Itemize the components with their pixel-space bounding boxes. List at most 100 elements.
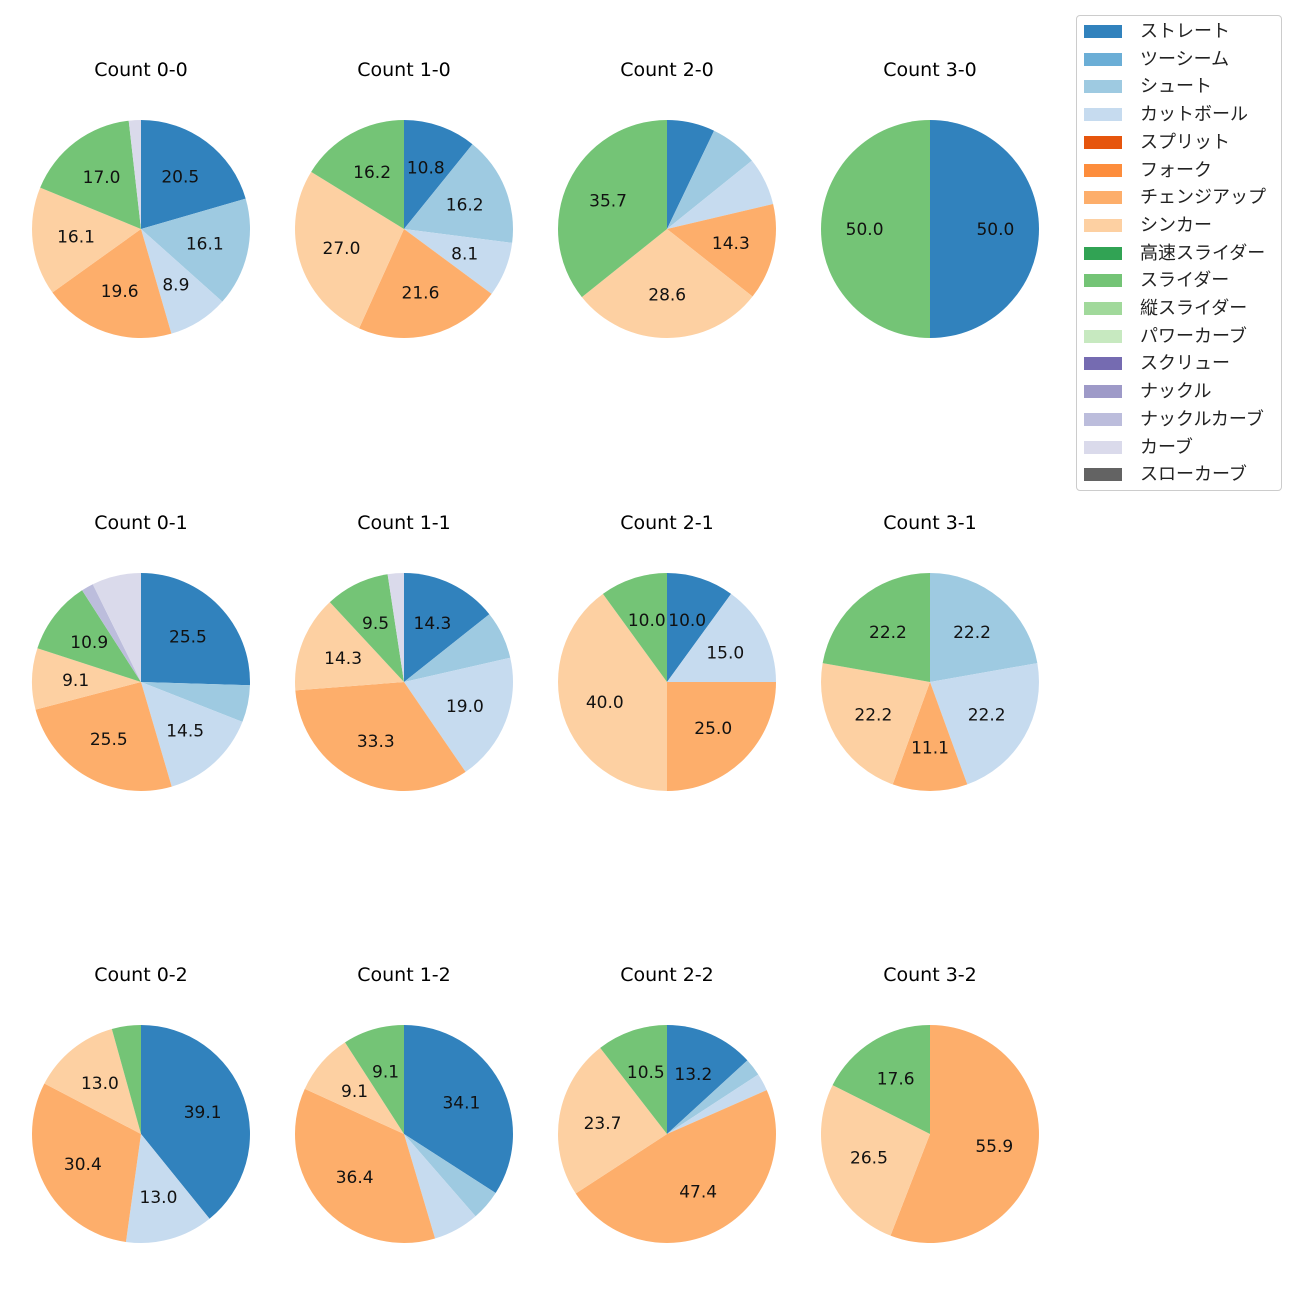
- legend-swatch: [1084, 163, 1122, 177]
- slice-label: 35.7: [589, 192, 627, 212]
- pie-slice: [404, 144, 514, 243]
- pie-slice: [930, 120, 1039, 338]
- slice-label: 9.5: [362, 614, 389, 634]
- slice-label: 10.9: [70, 633, 108, 653]
- pie-slice: [602, 573, 667, 682]
- slice-label: 26.5: [850, 1149, 888, 1169]
- legend-label: カットボール: [1140, 104, 1248, 126]
- slice-label: 9.1: [62, 671, 89, 691]
- slice-label: 27.0: [323, 239, 361, 259]
- slice-label: 13.0: [140, 1188, 178, 1208]
- slice-label: 16.1: [57, 228, 95, 248]
- pie-slice: [667, 204, 776, 297]
- slice-label: 25.0: [694, 719, 732, 739]
- legend-label: スライダー: [1140, 270, 1230, 292]
- pie-title: Count 2-1: [620, 512, 714, 534]
- slice-label: 17.0: [83, 168, 121, 188]
- slice-label: 39.1: [184, 1103, 222, 1123]
- legend-swatch: [1084, 135, 1122, 149]
- pie-chart: Count 2-2 13.2 47.4 23.7 10.5: [557, 964, 777, 1244]
- legend-item: チェンジアップ: [1077, 186, 1281, 210]
- legend-label: シュート: [1140, 76, 1212, 98]
- slice-label: 14.3: [712, 234, 750, 254]
- slice-label: 8.9: [162, 275, 189, 295]
- pie-slice: [141, 1025, 250, 1219]
- legend-item: スローカーブ: [1077, 463, 1281, 487]
- pie-slice: [667, 1025, 748, 1134]
- legend-swatch: [1084, 52, 1122, 66]
- legend-swatch: [1084, 218, 1122, 232]
- slice-label: 15.0: [706, 643, 744, 663]
- pie-slice: [581, 229, 753, 339]
- legend-label: チェンジアップ: [1140, 187, 1266, 209]
- pie-slice: [557, 119, 667, 298]
- pie-slice: [667, 130, 752, 229]
- slice-label: 16.1: [186, 234, 224, 254]
- pie-slice: [575, 1090, 777, 1244]
- slice-label: 55.9: [975, 1137, 1013, 1157]
- legend-label: ナックルカーブ: [1140, 408, 1264, 430]
- pie-title: Count 0-0: [94, 59, 188, 81]
- pie-chart: Count 1-010.816.28.121.627.016.2: [294, 59, 514, 339]
- slice-label: 9.1: [341, 1082, 368, 1102]
- legend-swatch: [1084, 246, 1122, 260]
- legend: ストレート ツーシーム シュート カットボール スプリット フォーク チェンジアップ シンカー…: [1076, 15, 1282, 491]
- legend-label: スローカーブ: [1140, 464, 1247, 486]
- pie-slice: [31, 1083, 142, 1242]
- pie-slice: [387, 573, 404, 682]
- pie-slice: [304, 1042, 404, 1134]
- legend-item: ナックル: [1077, 380, 1281, 404]
- pie-slice: [128, 120, 141, 229]
- legend-item: スライダー: [1077, 269, 1281, 293]
- pie-slice: [820, 1085, 930, 1236]
- slice-label: 34.1: [442, 1094, 480, 1114]
- pie-slice: [930, 663, 1039, 785]
- pie-slice: [141, 682, 243, 787]
- pie-title: Count 0-1: [94, 512, 188, 534]
- pie-title: Count 3-2: [883, 964, 977, 986]
- slice-label: 30.4: [64, 1155, 102, 1175]
- slice-label: 40.0: [586, 693, 624, 713]
- pie-slice: [32, 648, 141, 710]
- slice-label: 20.5: [161, 168, 199, 188]
- pie-slice: [294, 602, 404, 691]
- pie-slice: [404, 1134, 496, 1217]
- pie-chart: Count 3-0 50.0 50.0: [821, 59, 1039, 338]
- slice-label: 25.5: [169, 627, 207, 647]
- legend-label: カーブ: [1140, 436, 1193, 458]
- legend-swatch: [1084, 108, 1122, 122]
- pie-chart: Count 2-0 14.3 28.6 35.7: [557, 59, 776, 339]
- pie-slice: [832, 1025, 930, 1134]
- pie-title: Count 3-0: [883, 59, 977, 81]
- slice-label: 14.5: [166, 721, 204, 741]
- legend-item: 高速スライダー: [1077, 242, 1281, 266]
- pie-slice: [892, 682, 968, 792]
- slice-label: 22.2: [869, 623, 907, 643]
- slice-label: 22.2: [953, 623, 991, 643]
- pie-slice: [111, 1025, 141, 1134]
- slice-label: 10.0: [628, 611, 666, 631]
- slice-label: 25.5: [90, 730, 128, 750]
- legend-swatch: [1084, 357, 1122, 371]
- pie-slice: [35, 682, 172, 791]
- legend-swatch: [1084, 412, 1122, 426]
- slice-label: 28.6: [648, 285, 686, 305]
- legend-swatch: [1084, 302, 1122, 315]
- legend-label: スプリット: [1140, 131, 1230, 153]
- legend-swatch: [1084, 329, 1122, 343]
- pie-slice: [141, 198, 251, 302]
- pie-slice: [558, 593, 667, 791]
- pie-title: Count 2-2: [620, 964, 714, 986]
- legend-item: ナックルカーブ: [1077, 408, 1281, 432]
- pie-slice: [890, 1025, 1039, 1243]
- pie-slice: [295, 682, 466, 791]
- slice-label: 13.0: [81, 1074, 119, 1094]
- pie-slice: [821, 663, 930, 785]
- pie-slice: [930, 573, 1038, 682]
- legend-item: ツーシーム: [1077, 48, 1281, 72]
- legend-label: フォーク: [1140, 159, 1212, 181]
- pie-slice: [404, 229, 513, 294]
- pie-slice: [125, 1134, 210, 1244]
- legend-item: カーブ: [1077, 436, 1281, 460]
